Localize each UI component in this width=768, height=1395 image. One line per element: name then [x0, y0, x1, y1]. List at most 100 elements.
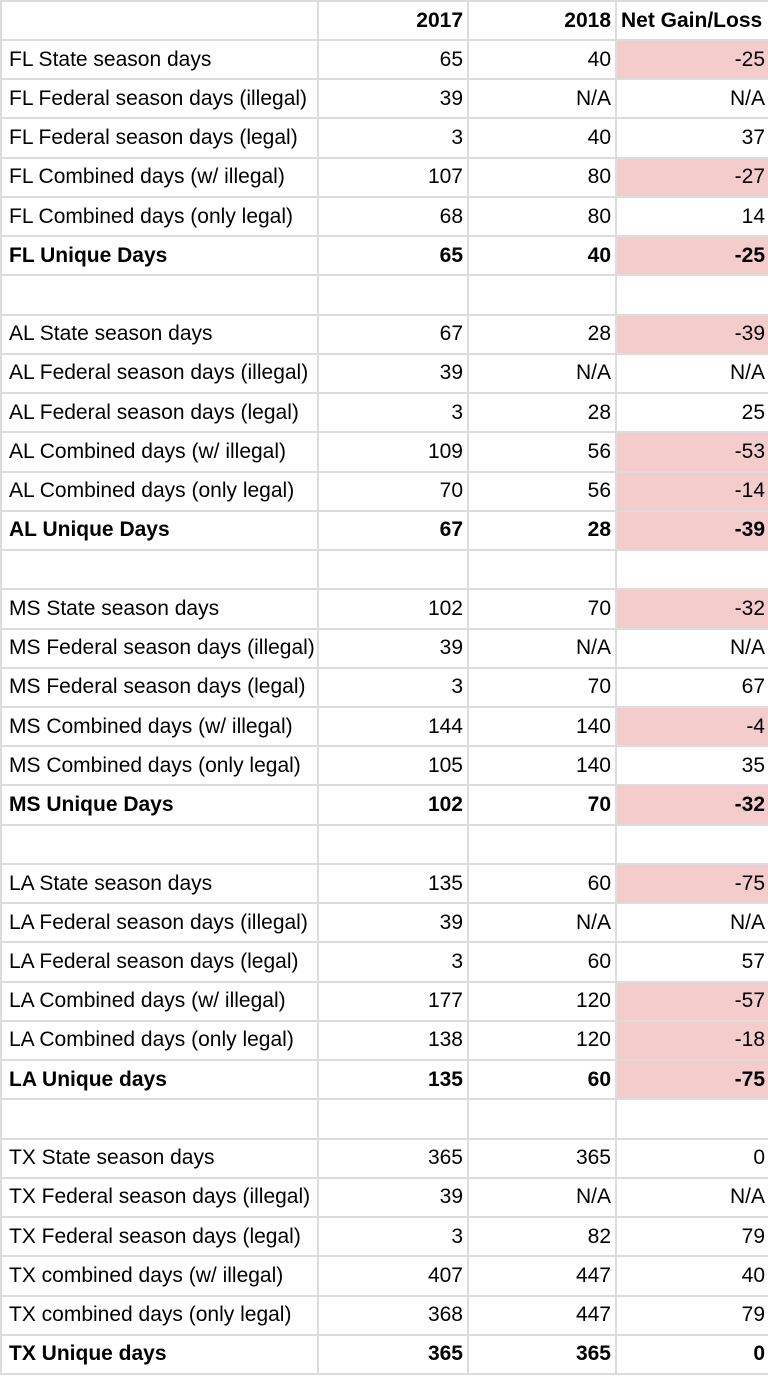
cell-2018[interactable]: 365: [467, 1137, 617, 1179]
cell-net-negative[interactable]: -14: [615, 470, 768, 512]
cell-net[interactable]: 37: [615, 117, 768, 159]
row-label-cell[interactable]: LA Federal season days (legal): [0, 941, 319, 983]
column-header-net-gain-loss[interactable]: Net Gain/Loss: [615, 0, 768, 41]
cell-2017[interactable]: 368: [317, 1294, 469, 1336]
row-label-cell[interactable]: AL Federal season days (illegal): [0, 352, 319, 395]
cell-2017[interactable]: 144: [317, 705, 469, 748]
cell-net-negative[interactable]: -27: [615, 156, 768, 198]
row-label-cell[interactable]: FL Combined days (w/ illegal): [0, 156, 319, 198]
cell-net[interactable]: N/A: [615, 78, 768, 120]
empty-cell[interactable]: [615, 1098, 768, 1140]
empty-cell[interactable]: [0, 274, 319, 316]
cell-2017[interactable]: 102: [317, 588, 469, 630]
row-label-cell[interactable]: MS Combined days (w/ illegal): [0, 705, 319, 748]
cell-2018[interactable]: 80: [467, 156, 617, 198]
cell-net-negative[interactable]: -39: [615, 509, 768, 552]
empty-cell[interactable]: [615, 549, 768, 591]
cell-2017[interactable]: 107: [317, 156, 469, 198]
cell-net[interactable]: 25: [615, 392, 768, 434]
row-label-cell[interactable]: TX State season days: [0, 1137, 319, 1179]
row-label-cell[interactable]: AL Combined days (w/ illegal): [0, 431, 319, 473]
cell-net[interactable]: N/A: [615, 352, 768, 395]
cell-2018[interactable]: 447: [467, 1255, 617, 1297]
cell-2017[interactable]: 39: [317, 78, 469, 120]
cell-net-negative[interactable]: -53: [615, 431, 768, 473]
cell-net-negative[interactable]: -18: [615, 1019, 768, 1062]
cell-2017[interactable]: 65: [317, 235, 469, 277]
cell-2018[interactable]: 60: [467, 941, 617, 983]
row-label-cell[interactable]: FL Combined days (only legal): [0, 195, 319, 238]
cell-2018[interactable]: N/A: [467, 352, 617, 395]
cell-2018[interactable]: 365: [467, 1333, 617, 1376]
cell-net-negative[interactable]: -75: [615, 1059, 768, 1101]
row-label-cell[interactable]: TX Federal season days (illegal): [0, 1176, 319, 1219]
cell-2018[interactable]: 60: [467, 862, 617, 905]
cell-2017[interactable]: 67: [317, 509, 469, 552]
cell-net-negative[interactable]: -32: [615, 784, 768, 826]
cell-2018[interactable]: 40: [467, 117, 617, 159]
empty-cell[interactable]: [317, 1098, 469, 1140]
cell-2018[interactable]: 82: [467, 1216, 617, 1258]
cell-2017[interactable]: 135: [317, 1059, 469, 1101]
cell-net[interactable]: 79: [615, 1294, 768, 1336]
row-label-cell[interactable]: MS State season days: [0, 588, 319, 630]
empty-cell[interactable]: [317, 274, 469, 316]
cell-net[interactable]: 0: [615, 1137, 768, 1179]
cell-net-negative[interactable]: -4: [615, 705, 768, 748]
cell-2017[interactable]: 39: [317, 1176, 469, 1219]
cell-net[interactable]: 79: [615, 1216, 768, 1258]
cell-2018[interactable]: N/A: [467, 78, 617, 120]
cell-net-negative[interactable]: -32: [615, 588, 768, 630]
row-label-cell[interactable]: LA Combined days (only legal): [0, 1019, 319, 1062]
cell-net[interactable]: 57: [615, 941, 768, 983]
row-label-cell[interactable]: TX combined days (only legal): [0, 1294, 319, 1336]
cell-2017[interactable]: 138: [317, 1019, 469, 1062]
row-label-cell[interactable]: FL Federal season days (legal): [0, 117, 319, 159]
row-label-cell[interactable]: FL Federal season days (illegal): [0, 78, 319, 120]
cell-2017[interactable]: 3: [317, 666, 469, 708]
row-label-cell[interactable]: LA Federal season days (illegal): [0, 902, 319, 944]
cell-net[interactable]: 0: [615, 1333, 768, 1376]
cell-net[interactable]: 67: [615, 666, 768, 708]
cell-2018[interactable]: 120: [467, 1019, 617, 1062]
empty-cell[interactable]: [0, 549, 319, 591]
cell-net[interactable]: 35: [615, 745, 768, 787]
cell-net[interactable]: N/A: [615, 902, 768, 944]
empty-cell[interactable]: [317, 823, 469, 865]
cell-net-negative[interactable]: -25: [615, 235, 768, 277]
empty-cell[interactable]: [467, 274, 617, 316]
cell-2018[interactable]: 40: [467, 235, 617, 277]
cell-2017[interactable]: 3: [317, 941, 469, 983]
cell-2018[interactable]: 80: [467, 195, 617, 238]
row-label-cell[interactable]: FL Unique Days: [0, 235, 319, 277]
row-label-cell[interactable]: TX combined days (w/ illegal): [0, 1255, 319, 1297]
cell-net[interactable]: 14: [615, 195, 768, 238]
cell-2017[interactable]: 39: [317, 627, 469, 669]
cell-2017[interactable]: 3: [317, 392, 469, 434]
row-label-cell[interactable]: TX Federal season days (legal): [0, 1216, 319, 1258]
cell-2017[interactable]: 65: [317, 38, 469, 81]
cell-2017[interactable]: 70: [317, 470, 469, 512]
cell-2017[interactable]: 3: [317, 1216, 469, 1258]
row-label-cell[interactable]: MS Unique Days: [0, 784, 319, 826]
cell-2017[interactable]: 3: [317, 117, 469, 159]
cell-2018[interactable]: 70: [467, 588, 617, 630]
empty-cell[interactable]: [467, 1098, 617, 1140]
empty-cell[interactable]: [317, 549, 469, 591]
cell-2018[interactable]: 140: [467, 705, 617, 748]
cell-2018[interactable]: N/A: [467, 902, 617, 944]
cell-net[interactable]: N/A: [615, 1176, 768, 1219]
row-label-cell[interactable]: AL Federal season days (legal): [0, 392, 319, 434]
cell-2017[interactable]: 177: [317, 980, 469, 1022]
cell-net-negative[interactable]: -39: [615, 313, 768, 355]
cell-2018[interactable]: 120: [467, 980, 617, 1022]
row-label-cell[interactable]: AL State season days: [0, 313, 319, 355]
corner-header-cell[interactable]: [0, 0, 319, 41]
cell-2017[interactable]: 105: [317, 745, 469, 787]
empty-cell[interactable]: [615, 274, 768, 316]
row-label-cell[interactable]: LA Combined days (w/ illegal): [0, 980, 319, 1022]
column-header-2017[interactable]: 2017: [317, 0, 469, 41]
row-label-cell[interactable]: TX Unique days: [0, 1333, 319, 1376]
row-label-cell[interactable]: LA State season days: [0, 862, 319, 905]
cell-2017[interactable]: 365: [317, 1137, 469, 1179]
